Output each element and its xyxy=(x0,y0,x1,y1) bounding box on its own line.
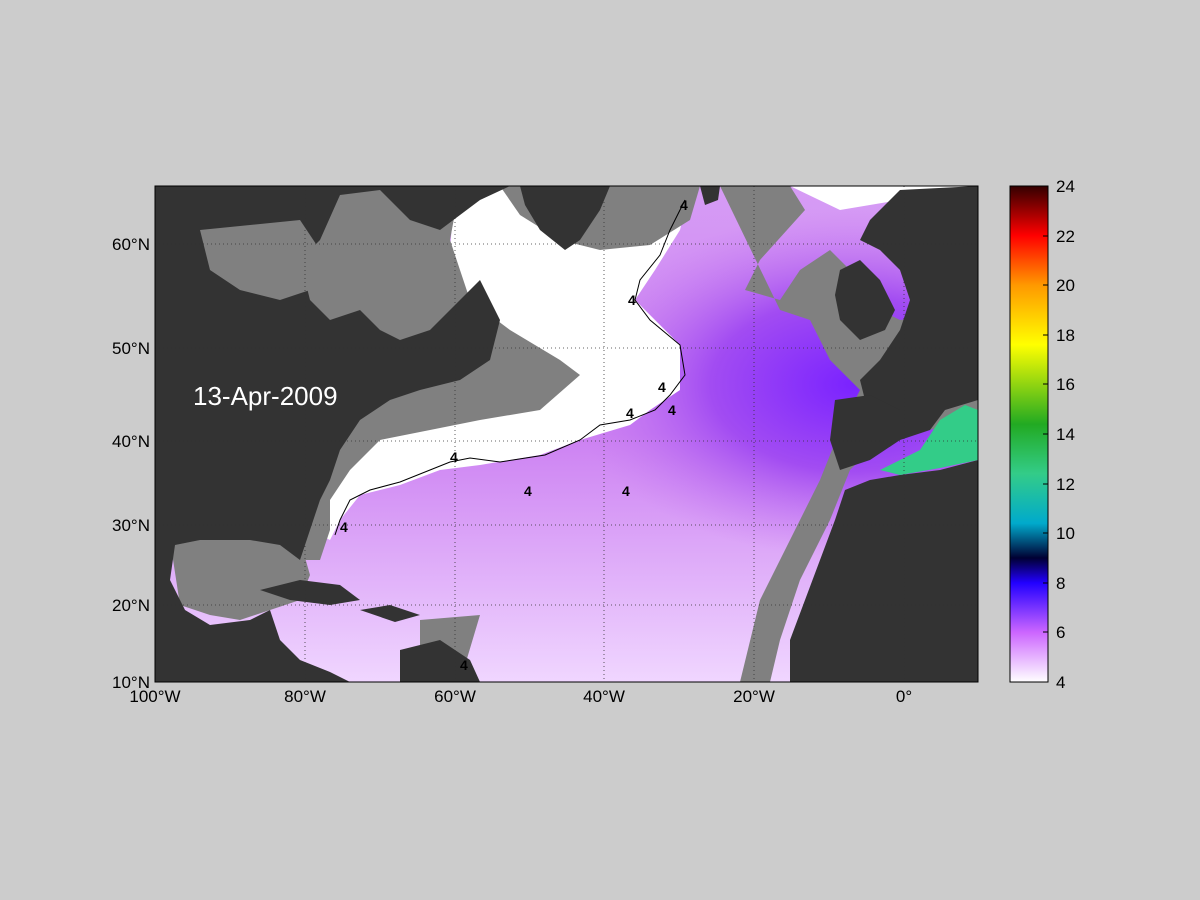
land-south-america xyxy=(400,640,480,682)
contour-label: 4 xyxy=(626,405,634,421)
lon-tick-label: 60°W xyxy=(434,687,476,706)
lat-tick-label: 60°N xyxy=(112,235,150,254)
mediterranean-sea xyxy=(880,405,978,475)
land-hispaniola xyxy=(360,605,420,622)
contour-label: 4 xyxy=(680,197,688,213)
contour-label: 4 xyxy=(628,292,636,308)
shelf-gulf xyxy=(170,540,310,620)
map-area: 4 4 4 4 4 4 4 4 4 4 13-Apr-2009 xyxy=(155,186,978,682)
land-cuba xyxy=(260,580,360,605)
contour-label: 4 xyxy=(340,519,348,535)
land-north-america xyxy=(155,186,510,682)
land-british-isles xyxy=(835,260,895,340)
colorbar-tick-labels: 24 22 20 18 16 14 12 10 8 6 4 xyxy=(1056,177,1075,692)
land-europe xyxy=(790,186,978,682)
colorbar-tick-label: 20 xyxy=(1056,276,1075,295)
colorbar-tick-label: 6 xyxy=(1056,623,1065,642)
contour-label: 4 xyxy=(460,657,468,673)
colorbar-tick-label: 16 xyxy=(1056,375,1075,394)
contour-line-4 xyxy=(334,199,686,536)
colorbar-tick-label: 24 xyxy=(1056,177,1075,196)
colorbar-ramp xyxy=(1009,185,1049,683)
lat-tick-labels: 60°N 50°N 40°N 30°N 20°N 10°N xyxy=(112,235,150,692)
lon-tick-label: 0° xyxy=(896,687,912,706)
axis-frame xyxy=(154,185,979,683)
lat-tick-label: 20°N xyxy=(112,596,150,615)
lat-tick-label: 50°N xyxy=(112,339,150,358)
colorbar-tick-label: 8 xyxy=(1056,574,1065,593)
contour-label: 4 xyxy=(622,483,630,499)
contour-label: 4 xyxy=(524,483,532,499)
lon-tick-label: 80°W xyxy=(284,687,326,706)
lon-tick-label: 40°W xyxy=(583,687,625,706)
land-iberia xyxy=(830,395,900,470)
contour-label: 4 xyxy=(450,449,458,465)
colorbar-ticks xyxy=(1043,235,1048,633)
lat-tick-label: 10°N xyxy=(112,673,150,692)
land-iceland xyxy=(700,186,720,205)
lon-tick-label: 100°W xyxy=(129,687,180,706)
grid-lines xyxy=(155,186,978,682)
hudson-bay xyxy=(200,220,320,300)
lon-tick-labels: 100°W 80°W 60°W 40°W 20°W 0° xyxy=(129,687,912,706)
contour-label: 4 xyxy=(658,379,666,395)
land-greenland xyxy=(520,186,610,250)
lat-tick-label: 30°N xyxy=(112,516,150,535)
colorbar-tick-label: 4 xyxy=(1056,673,1065,692)
colorbar-tick-label: 14 xyxy=(1056,425,1075,444)
date-label: 13-Apr-2009 xyxy=(193,381,338,411)
colorbar-tick-label: 18 xyxy=(1056,326,1075,345)
colorbar-tick-label: 22 xyxy=(1056,227,1075,246)
colorbar-tick-label: 10 xyxy=(1056,524,1075,543)
contour-label: 4 xyxy=(668,402,676,418)
colorbar: 24 22 20 18 16 14 12 10 8 6 4 xyxy=(1009,177,1075,692)
colorbar-tick-label: 12 xyxy=(1056,475,1075,494)
lat-tick-label: 40°N xyxy=(112,432,150,451)
lon-tick-label: 20°W xyxy=(733,687,775,706)
